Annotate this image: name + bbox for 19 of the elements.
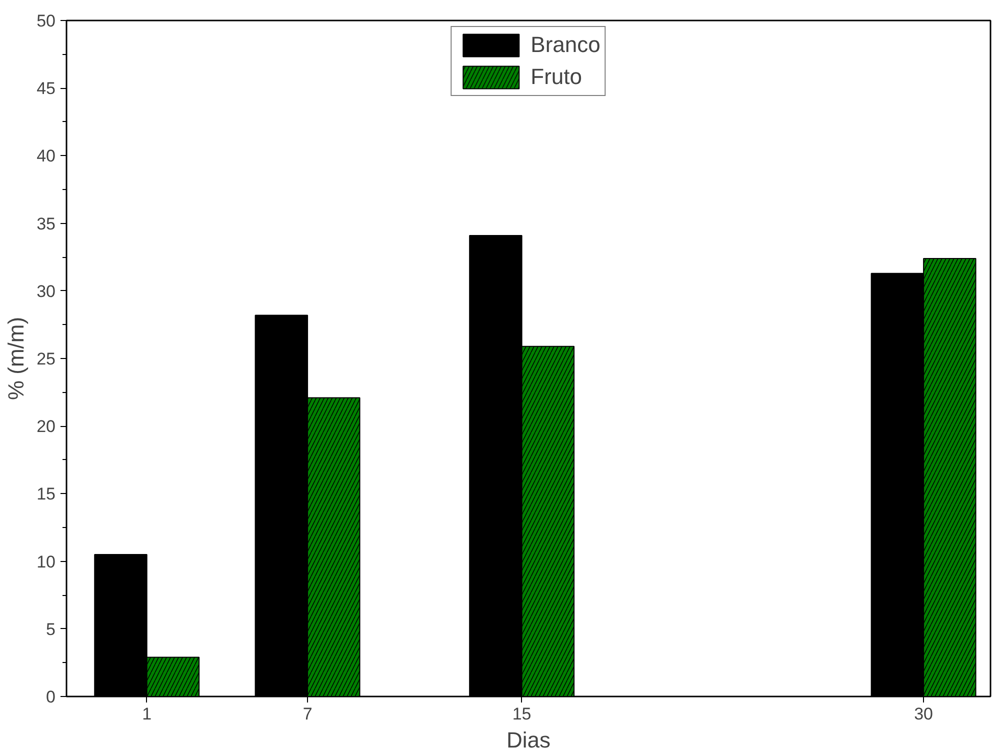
y-tick-label: 0	[46, 688, 56, 706]
legend-label: Branco	[530, 32, 600, 58]
y-tick-label: 50	[36, 12, 56, 30]
y-tick-label: 25	[36, 350, 56, 368]
y-tick-label: 45	[36, 79, 56, 98]
x-tick-label: 7	[302, 704, 312, 724]
x-tick-label: 30	[914, 704, 934, 724]
y-tick-label: 5	[46, 620, 56, 639]
y-axis-title: % (m/m)	[4, 316, 29, 400]
y-tick-label: 35	[36, 214, 56, 234]
y-tick-label: 30	[36, 282, 56, 301]
x-tick-label: 1	[142, 704, 152, 724]
x-axis-title: Dias	[506, 728, 551, 752]
y-tick-label: 40	[36, 146, 56, 166]
y-tick-label: 15	[36, 484, 56, 504]
x-tick-label: 15	[512, 704, 532, 724]
legend-label: Fruto	[530, 64, 582, 90]
y-tick-label: 10	[36, 552, 56, 572]
y-tick-label: 20	[36, 417, 56, 436]
